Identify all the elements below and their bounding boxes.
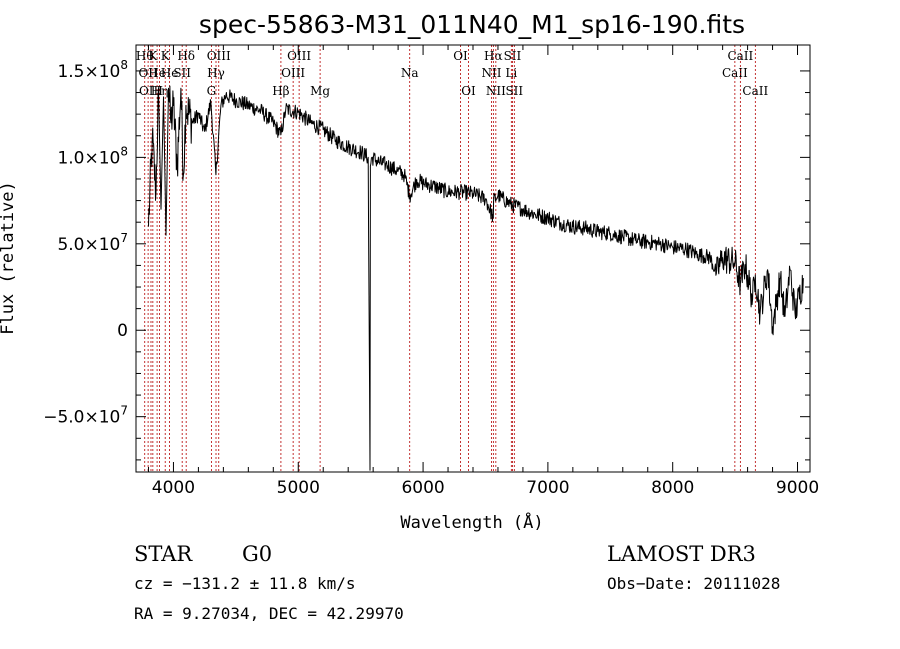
line-marker-label: CaII bbox=[722, 66, 748, 80]
line-marker-label: CaII bbox=[727, 49, 753, 63]
spectrum-series bbox=[148, 85, 805, 471]
subclass-label: G0 bbox=[242, 542, 272, 566]
line-marker-label: NII bbox=[481, 66, 501, 80]
line-marker-label: CaII bbox=[742, 84, 768, 98]
x-tick-label: 7000 bbox=[526, 478, 569, 498]
y-tick-label: 0 bbox=[117, 321, 128, 341]
line-marker-label: He bbox=[148, 66, 166, 80]
survey-label: LAMOST DR3 bbox=[607, 542, 756, 566]
spectrum-line bbox=[148, 85, 805, 471]
x-tick-label: 5000 bbox=[277, 478, 320, 498]
line-marker-label: SII bbox=[505, 84, 523, 98]
line-marker-label: NII bbox=[486, 84, 506, 98]
y-tick-label: 1.0×108 bbox=[57, 144, 128, 168]
chart-title: spec-55863-M31_011N40_M1_sp16-190.fits bbox=[199, 10, 745, 39]
line-marker-label: Hβ bbox=[272, 84, 289, 98]
line-marker-label: K bbox=[161, 49, 171, 63]
line-marker-label: Hη bbox=[151, 84, 169, 98]
y-axis-ticks: 1.5×108 1.0×108 5.0×107 0 −5.0×107 bbox=[43, 58, 810, 461]
line-marker-label: OIII bbox=[281, 66, 305, 80]
line-marker-label: Li bbox=[505, 66, 517, 80]
line-marker-label: Hθ bbox=[136, 49, 154, 63]
y-axis-label: Flux (relative) bbox=[0, 181, 18, 335]
y-tick-label: 5.0×107 bbox=[57, 231, 128, 255]
line-marker-label: SII bbox=[173, 66, 191, 80]
x-tick-label: 6000 bbox=[401, 478, 444, 498]
y-tick-label: −5.0×107 bbox=[43, 404, 128, 428]
line-marker-label: Hα bbox=[484, 49, 503, 63]
line-markers: HθOIIOIIIKHeHηKHeSIIHδGHγOIIIHβOIIIOIIIM… bbox=[136, 45, 768, 472]
line-marker-label: OI bbox=[453, 49, 468, 63]
line-marker-label: K bbox=[148, 49, 158, 63]
line-marker-label: G bbox=[207, 84, 217, 98]
line-marker-label: Mg bbox=[310, 84, 330, 98]
line-marker-label: SII bbox=[504, 49, 522, 63]
line-marker-label: Hγ bbox=[207, 66, 225, 80]
x-tick-label: 8000 bbox=[651, 478, 694, 498]
radec-text: RA = 9.27034, DEC = 42.29970 bbox=[134, 604, 404, 623]
x-tick-label: 4000 bbox=[152, 478, 195, 498]
x-tick-label: 9000 bbox=[776, 478, 819, 498]
x-axis-label: Wavelength (Å) bbox=[400, 511, 543, 533]
obs-date-text: Obs−Date: 20111028 bbox=[607, 574, 780, 593]
cz-text: cz = −131.2 ± 11.8 km/s bbox=[134, 574, 356, 593]
line-marker-label: OIII bbox=[207, 49, 231, 63]
class-label: STAR bbox=[134, 542, 193, 566]
line-marker-label: OIII bbox=[287, 49, 311, 63]
line-marker-label: OI bbox=[461, 84, 476, 98]
line-marker-label: Na bbox=[401, 66, 419, 80]
y-tick-label: 1.5×108 bbox=[57, 58, 128, 82]
line-marker-label: He bbox=[161, 66, 179, 80]
x-axis-ticks: 4000 5000 6000 7000 8000 9000 bbox=[147, 45, 819, 498]
line-marker-label: Hδ bbox=[177, 49, 195, 63]
